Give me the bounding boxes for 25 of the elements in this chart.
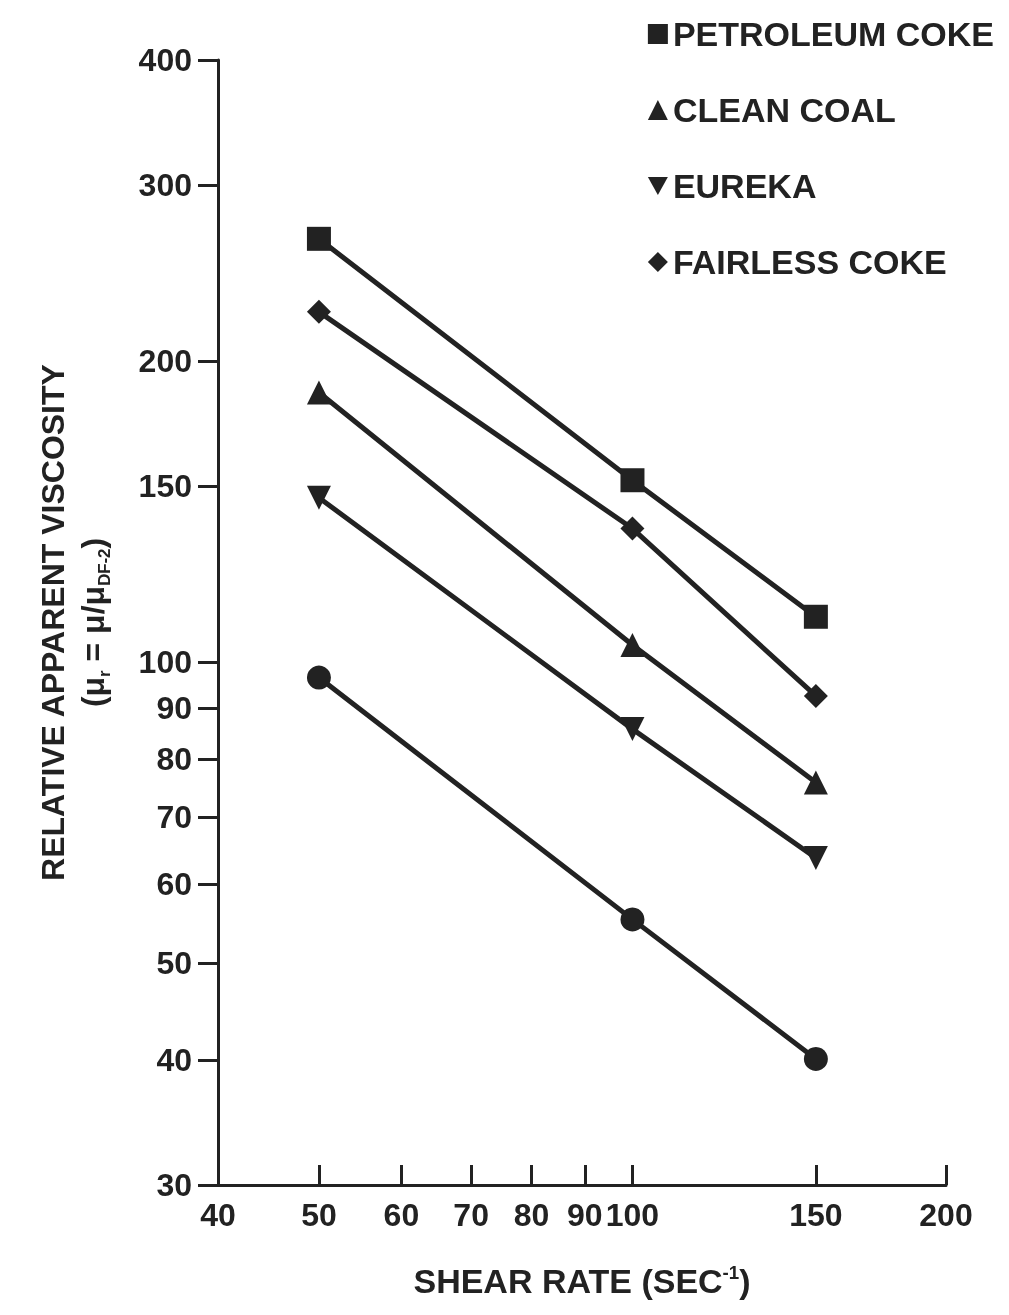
y-tick-label: 30: [156, 1167, 192, 1203]
y-tick-label: 70: [156, 799, 192, 835]
legend-label: EUREKA: [672, 167, 817, 205]
x-tick-label: 90: [567, 1197, 603, 1233]
x-tick-label: 150: [789, 1197, 843, 1233]
y-tick-label: 40: [156, 1042, 192, 1079]
x-tick-label: 70: [453, 1197, 489, 1233]
x-tick-label: 100: [605, 1197, 660, 1233]
y-tick-label: 90: [156, 689, 192, 726]
y-tick-label: 200: [138, 343, 192, 380]
y-tick-label: 50: [156, 945, 192, 982]
y-tick-label: 60: [156, 865, 192, 902]
y-tick-label: 100: [138, 644, 192, 681]
y-tick-label: 400: [138, 42, 192, 78]
legend-label: PETROLEUM COKE: [672, 15, 994, 53]
x-tick-label: 60: [383, 1197, 420, 1233]
x-tick-label: 80: [513, 1197, 550, 1233]
x-tick-label: 200: [919, 1197, 973, 1233]
x-tick-label: 50: [301, 1197, 337, 1233]
y-tick-label: 150: [138, 467, 192, 504]
x-tick-label: 40: [200, 1197, 236, 1233]
legend-label: FAIRLESS COKE: [672, 243, 947, 281]
legend-label: CLEAN COAL: [672, 91, 896, 129]
y-tick-label: 300: [138, 166, 192, 203]
y-tick-label: 80: [156, 741, 192, 778]
